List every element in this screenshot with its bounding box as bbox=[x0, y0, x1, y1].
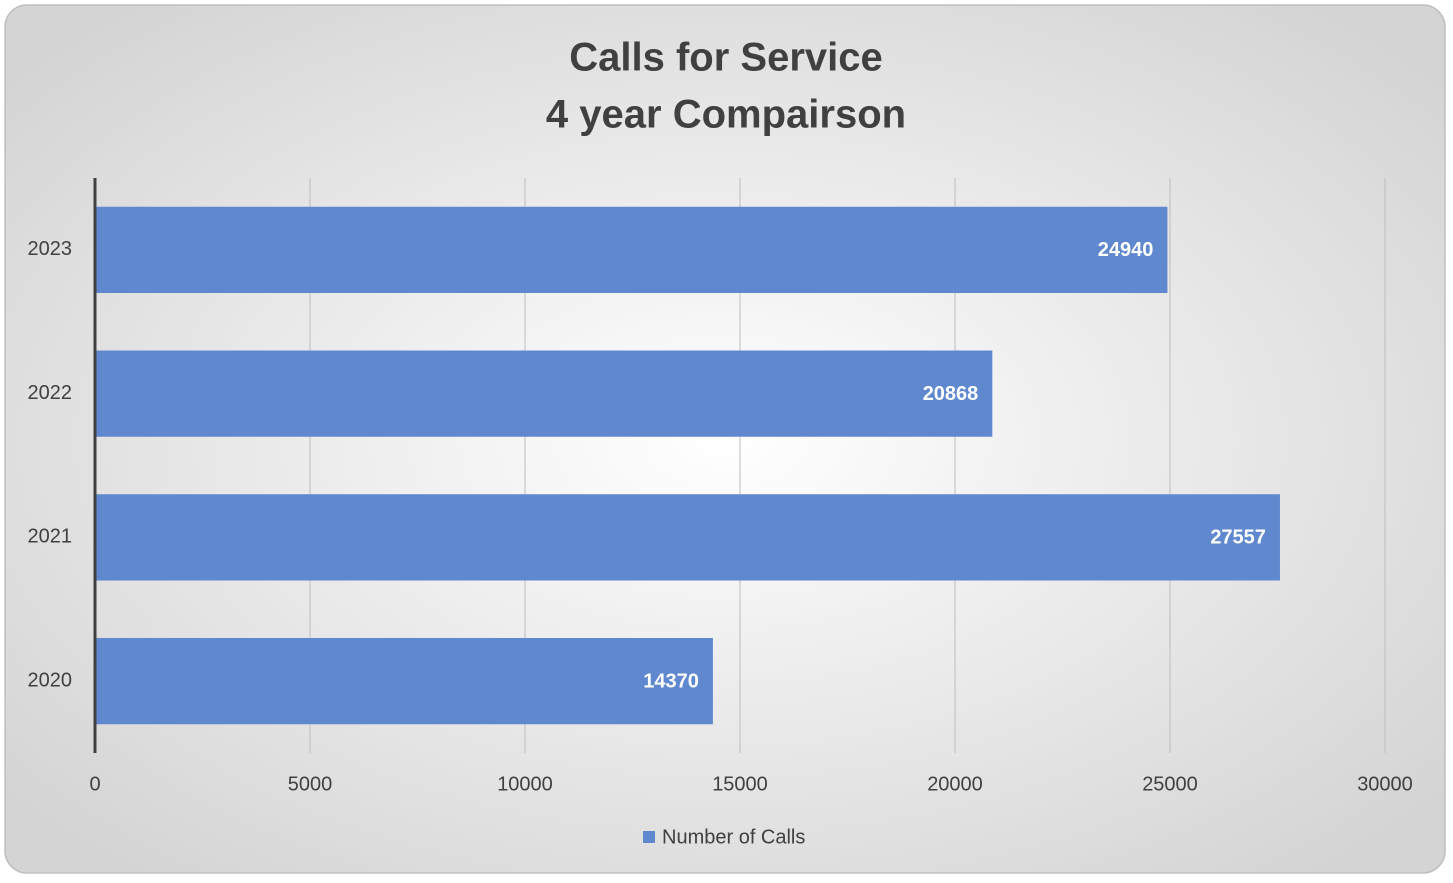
data-label: 20868 bbox=[923, 383, 979, 405]
data-label: 24940 bbox=[1098, 239, 1154, 261]
x-tick-label: 0 bbox=[89, 773, 100, 795]
data-label: 14370 bbox=[643, 670, 699, 692]
y-tick-label: 2023 bbox=[28, 238, 73, 260]
x-tick-label: 30000 bbox=[1357, 773, 1413, 795]
bar bbox=[95, 350, 993, 437]
chart-title: Calls for Service bbox=[569, 36, 883, 80]
x-tick-label: 10000 bbox=[497, 773, 553, 795]
y-tick-label: 2022 bbox=[28, 382, 73, 404]
x-tick-label: 25000 bbox=[1142, 773, 1198, 795]
data-label: 27557 bbox=[1210, 527, 1266, 549]
chart-title: 4 year Compairson bbox=[546, 93, 906, 137]
bar bbox=[95, 206, 1168, 293]
bar bbox=[95, 494, 1280, 581]
legend-label: Number of Calls bbox=[662, 826, 805, 848]
x-tick-label: 20000 bbox=[927, 773, 983, 795]
y-tick-label: 2021 bbox=[28, 526, 73, 548]
bar bbox=[95, 638, 713, 725]
x-tick-label: 5000 bbox=[288, 773, 333, 795]
legend-swatch bbox=[643, 831, 655, 843]
x-tick-label: 15000 bbox=[712, 773, 768, 795]
y-tick-label: 2020 bbox=[28, 669, 73, 691]
